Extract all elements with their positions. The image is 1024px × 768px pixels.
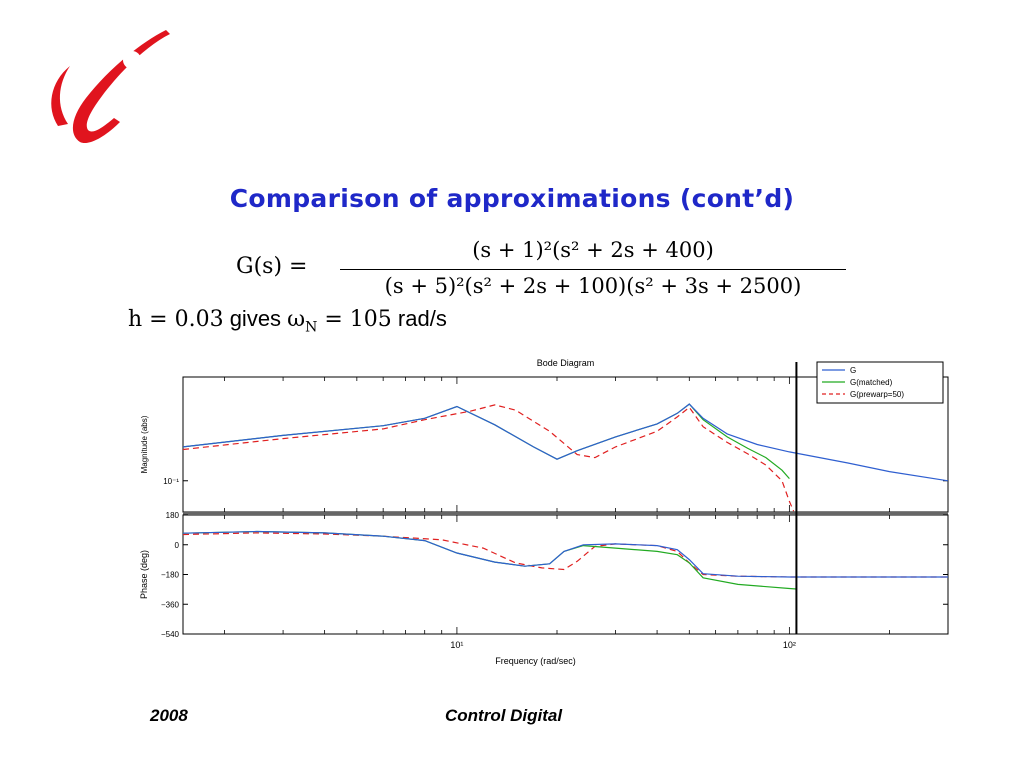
phase-series-line — [183, 530, 797, 590]
legend-entry: G — [850, 366, 856, 375]
transfer-function-formula: G(s) = (s + 1)²(s² + 2s + 400) (s + 5)²(… — [236, 238, 856, 302]
phase-y-tick-label: 180 — [166, 511, 180, 520]
rad-unit: rad/s — [391, 306, 447, 331]
mag-y-axis-label: Magnitude (abs) — [140, 415, 149, 473]
formula-fraction: (s + 1)²(s² + 2s + 400) (s + 5)²(s² + 2s… — [340, 238, 846, 298]
phase-y-axis-label: Phase (deg) — [139, 550, 149, 599]
phase-y-tick-label: −180 — [161, 571, 180, 580]
mag-series-line — [183, 403, 790, 479]
x-axis-label: Frequency (rad/sec) — [495, 656, 576, 666]
formula-numerator: (s + 1)²(s² + 2s + 400) — [472, 238, 714, 262]
phase-y-tick-label: −540 — [161, 630, 180, 639]
sampling-period: h = 0.03 — [128, 307, 224, 332]
phase-y-tick-label: −360 — [161, 600, 180, 609]
x-tick-label: 10¹ — [450, 640, 463, 650]
logo-dot — [123, 51, 141, 69]
formula-denominator: (s + 5)²(s² + 2s + 100)(s² + 3s + 2500) — [384, 274, 802, 298]
i-logo-icon — [51, 30, 170, 144]
omega-symbol: ω — [287, 307, 306, 332]
logo-stroke — [72, 30, 170, 144]
panel-separator — [183, 512, 948, 515]
mag-series-line — [183, 403, 948, 482]
mag-series-line — [183, 404, 795, 512]
slide-title: Comparison of approximations (cont’d) — [229, 184, 795, 213]
fraction-bar — [340, 269, 846, 270]
gives-text: gives — [223, 306, 288, 331]
legend-entry: G(prewarp=50) — [850, 390, 904, 399]
formula-lhs: G(s) = — [236, 254, 308, 279]
x-tick-label: 10² — [783, 640, 796, 650]
legend-entry: G(matched) — [850, 378, 893, 387]
mag-y-tick-label: 10⁻¹ — [163, 477, 179, 486]
phase-series-line — [183, 530, 948, 578]
omega-value: = 105 — [317, 307, 392, 332]
logo-crescent — [51, 66, 70, 126]
bode-chart: Bode Diagram 10¹ 10² Frequency (rad/sec) 10⁻… — [139, 358, 949, 666]
footer-course: Control Digital — [445, 706, 563, 725]
phase-y-tick-label: 0 — [175, 541, 180, 550]
phase-series-line — [183, 532, 948, 578]
footer-year: 2008 — [150, 706, 188, 725]
sampling-statement: h = 0.03 gives ωN = 105 rad/s — [128, 306, 447, 335]
omega-subscript: N — [305, 319, 318, 336]
chart-title: Bode Diagram — [537, 358, 595, 368]
